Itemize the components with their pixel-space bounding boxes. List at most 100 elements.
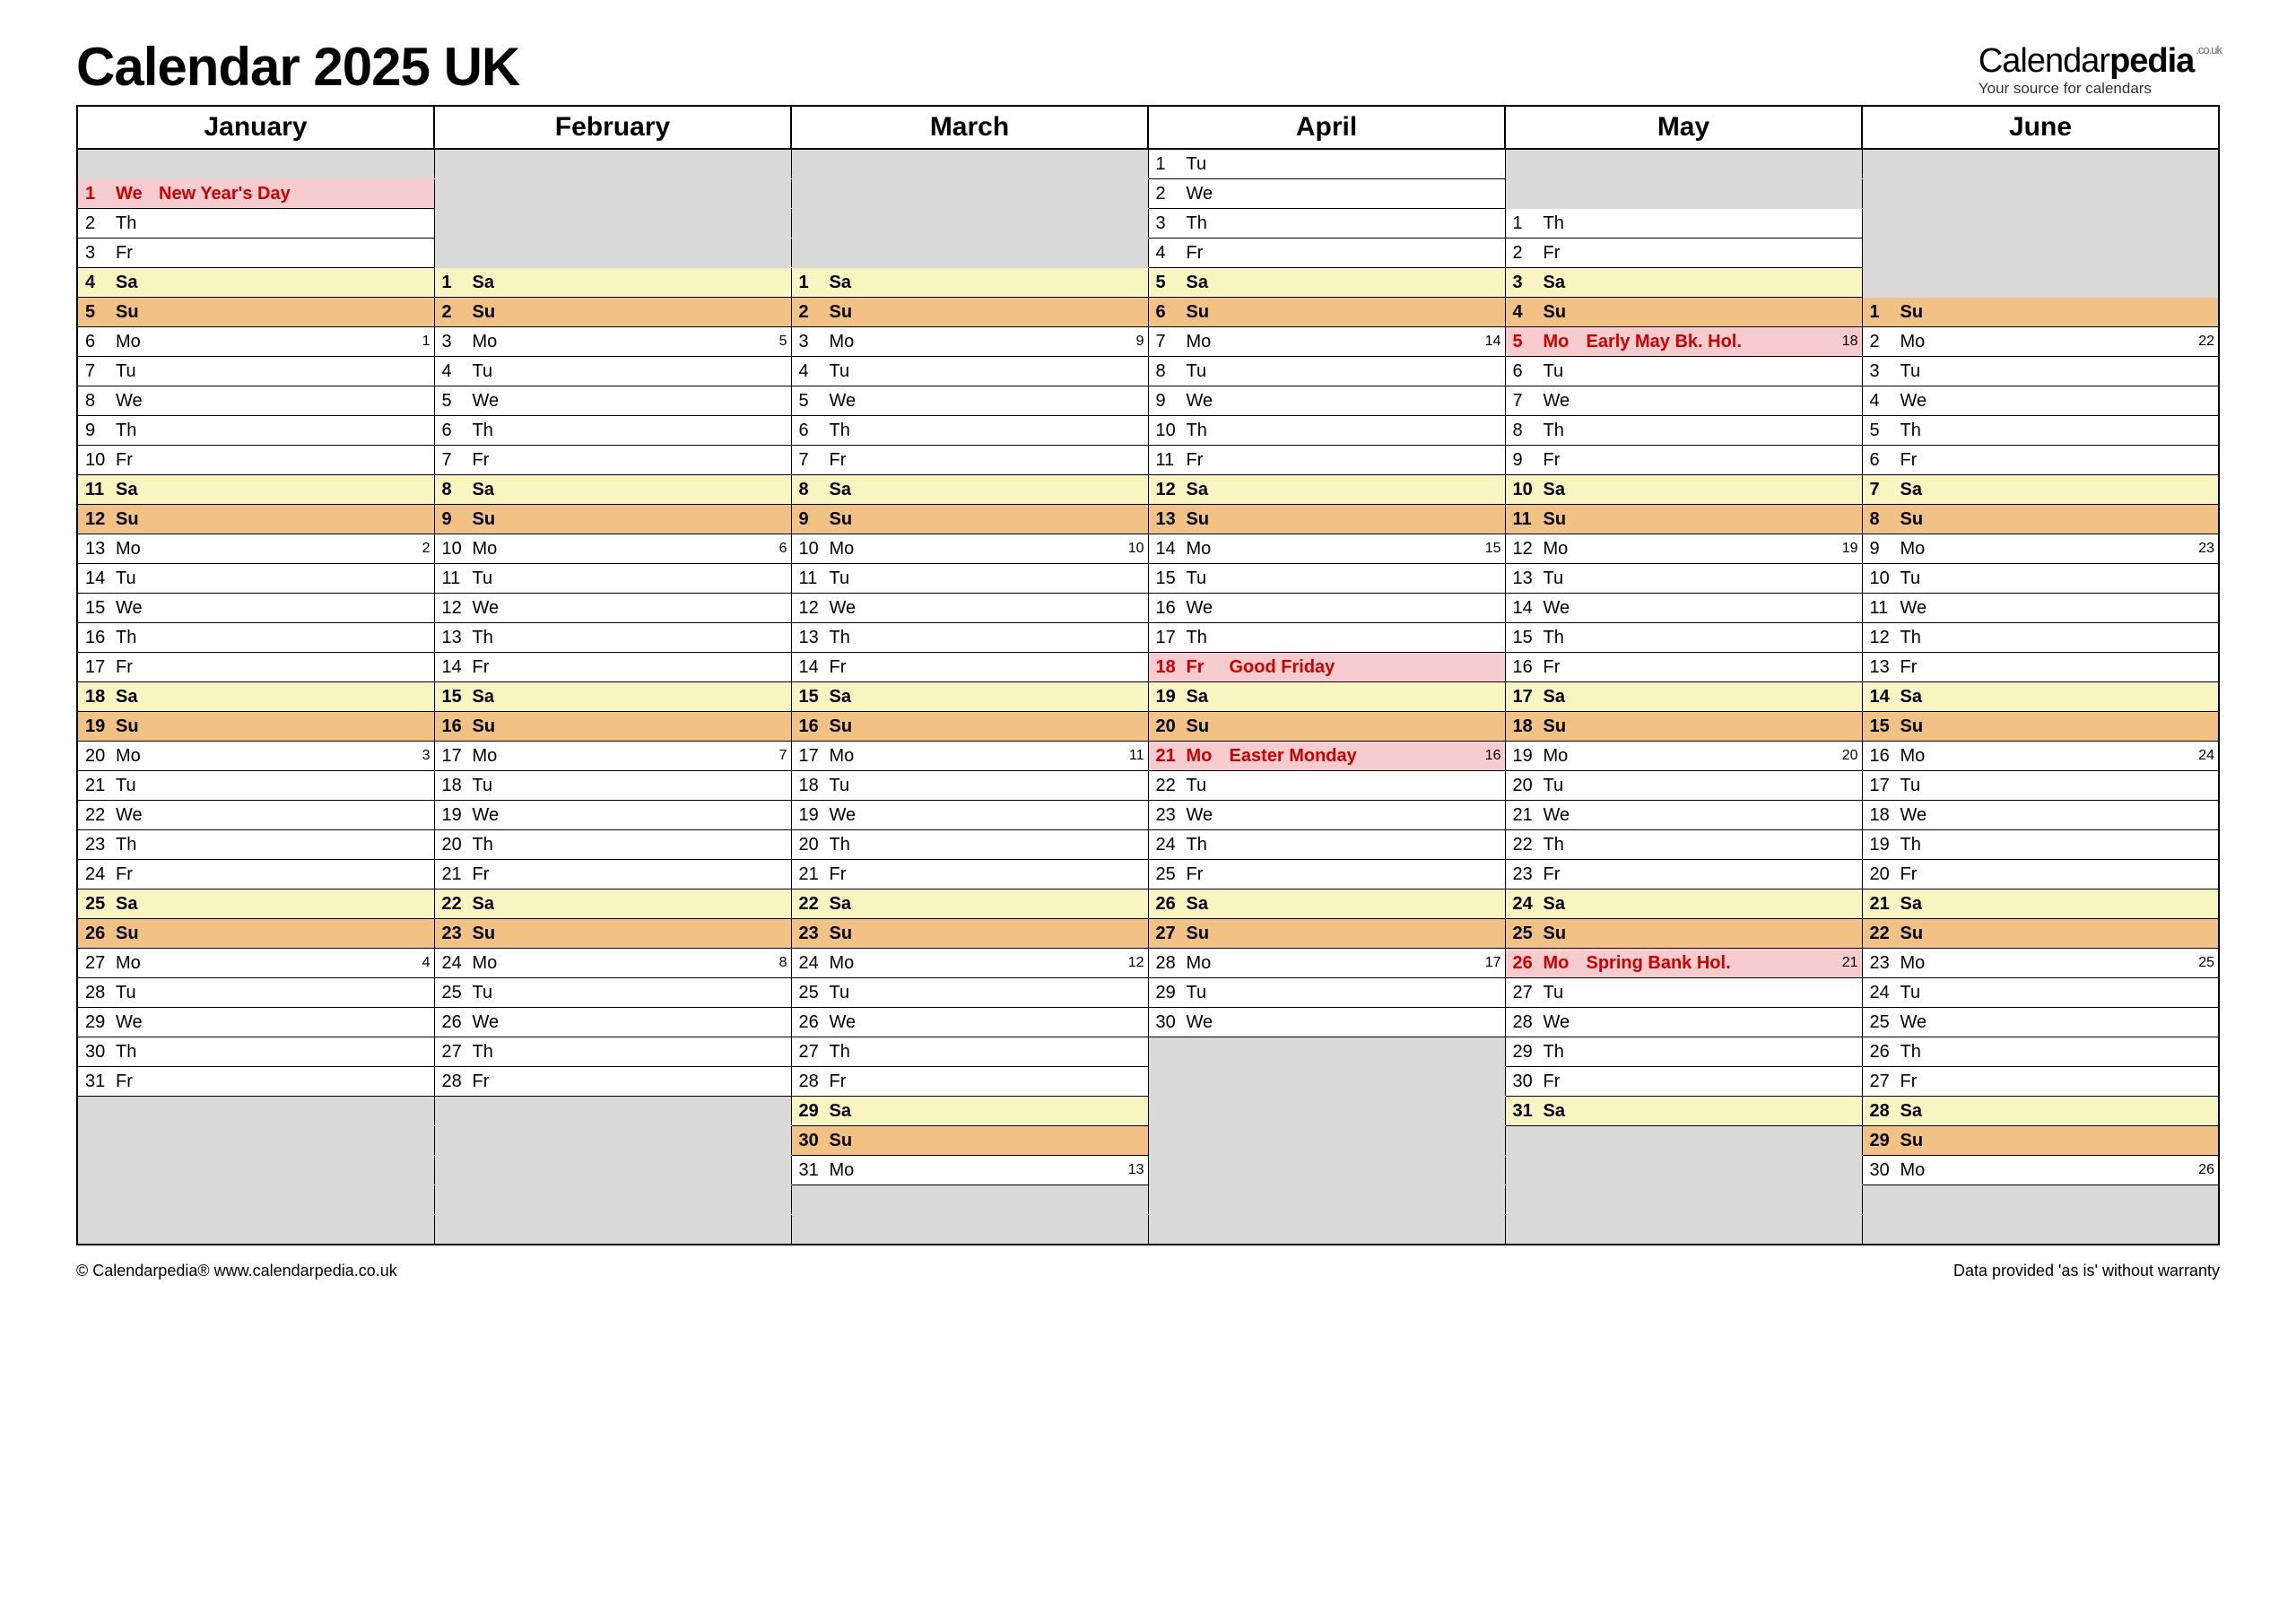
day-weekday: We [116, 392, 155, 410]
day-cell: 24Mo8 [434, 949, 791, 978]
day-cell: 10Sa [1505, 475, 1862, 505]
week-number: 15 [1474, 542, 1505, 556]
week-number: 5 [761, 334, 791, 349]
day-number: 25 [1863, 1013, 1900, 1031]
day-cell: 2We [1148, 179, 1505, 209]
day-number: 26 [1506, 954, 1544, 972]
day-weekday: Th [1187, 214, 1226, 232]
day-number: 18 [435, 777, 473, 794]
day-cell: 22Sa [791, 889, 1148, 919]
day-weekday: Su [830, 924, 869, 942]
day-number: 15 [1506, 629, 1544, 646]
day-cell: 7We [1505, 386, 1862, 416]
week-number: 6 [761, 542, 791, 556]
day-weekday: We [1187, 1013, 1226, 1031]
day-number: 5 [1149, 273, 1187, 291]
day-weekday: Tu [830, 569, 869, 587]
day-cell: 7Tu [77, 357, 434, 386]
day-cell: 15Sa [791, 682, 1148, 712]
day-number: 26 [78, 924, 116, 942]
day-cell: 25We [1862, 1008, 2219, 1037]
day-number: 21 [1149, 747, 1187, 765]
week-number: 24 [2187, 749, 2218, 763]
day-number: 20 [1863, 865, 1900, 883]
day-weekday: Mo [1900, 954, 1940, 972]
day-number: 1 [1506, 214, 1544, 232]
day-number: 18 [792, 777, 830, 794]
day-cell: 15Tu [1148, 564, 1505, 594]
day-weekday: Su [1900, 510, 1940, 528]
day-cell: 18Su [1505, 712, 1862, 742]
day-cell: 29Th [1505, 1037, 1862, 1067]
day-number: 21 [78, 777, 116, 794]
day-weekday: Th [116, 629, 155, 646]
day-cell: 9Fr [1505, 446, 1862, 475]
day-cell: 20Mo3 [77, 742, 434, 771]
day-weekday: Sa [116, 688, 155, 706]
day-cell: 16Th [77, 623, 434, 653]
day-cell: 25Su [1505, 919, 1862, 949]
day-weekday: Su [473, 717, 512, 735]
day-weekday: Mo [116, 333, 155, 351]
day-weekday: Mo [1900, 747, 1940, 765]
day-number: 9 [1506, 451, 1544, 469]
day-cell: 23Su [791, 919, 1148, 949]
day-number: 22 [1149, 777, 1187, 794]
day-weekday: We [1187, 806, 1226, 824]
day-number: 3 [435, 333, 473, 351]
day-cell: 21Tu [77, 771, 434, 801]
day-weekday: We [1544, 392, 1583, 410]
day-cell: 17Fr [77, 653, 434, 682]
day-cell [1862, 209, 2219, 239]
day-weekday: Tu [473, 569, 512, 587]
day-number: 4 [435, 362, 473, 380]
day-weekday: Fr [830, 451, 869, 469]
day-number: 3 [1149, 214, 1187, 232]
day-cell: 11Fr [1148, 446, 1505, 475]
day-weekday: Fr [1544, 865, 1583, 883]
day-weekday: Th [1900, 629, 1940, 646]
day-weekday: Th [116, 1043, 155, 1061]
week-number: 8 [761, 956, 791, 970]
day-number: 31 [792, 1161, 830, 1179]
day-weekday: Sa [1900, 481, 1940, 499]
holiday-label: New Year's Day [155, 185, 404, 203]
day-weekday: Th [116, 214, 155, 232]
day-number: 11 [1506, 510, 1544, 528]
day-weekday: Tu [830, 362, 869, 380]
day-weekday: Mo [1900, 1161, 1940, 1179]
day-number: 11 [435, 569, 473, 587]
day-weekday: Su [1544, 303, 1583, 321]
day-number: 11 [1149, 451, 1187, 469]
footer-disclaimer: Data provided 'as is' without warranty [1953, 1262, 2220, 1280]
day-cell: 4Tu [434, 357, 791, 386]
day-cell: 13Th [434, 623, 791, 653]
day-weekday: Fr [1187, 244, 1226, 262]
day-weekday: We [830, 392, 869, 410]
week-number: 22 [2187, 334, 2218, 349]
day-number: 29 [1149, 984, 1187, 1002]
day-number: 30 [1149, 1013, 1187, 1031]
day-cell: 6Fr [1862, 446, 2219, 475]
day-number: 19 [792, 806, 830, 824]
day-weekday: We [1900, 806, 1940, 824]
footer-copyright: © Calendarpedia® www.calendarpedia.co.uk [76, 1262, 397, 1280]
day-weekday: Sa [1187, 895, 1226, 913]
day-weekday: Su [1187, 510, 1226, 528]
day-number: 28 [1506, 1013, 1544, 1031]
day-number: 31 [1506, 1102, 1544, 1120]
day-weekday: Tu [830, 984, 869, 1002]
day-weekday: Tu [1187, 155, 1226, 173]
day-cell: 23Th [77, 830, 434, 860]
week-number: 4 [404, 956, 434, 970]
day-number: 30 [1863, 1161, 1900, 1179]
day-cell: 24Fr [77, 860, 434, 889]
day-number: 16 [78, 629, 116, 646]
day-number: 16 [435, 717, 473, 735]
day-cell: 8Sa [791, 475, 1148, 505]
day-cell: 22Su [1862, 919, 2219, 949]
day-weekday: Mo [1187, 333, 1226, 351]
day-number: 6 [1506, 362, 1544, 380]
day-cell: 19We [791, 801, 1148, 830]
day-weekday: Tu [1900, 362, 1940, 380]
